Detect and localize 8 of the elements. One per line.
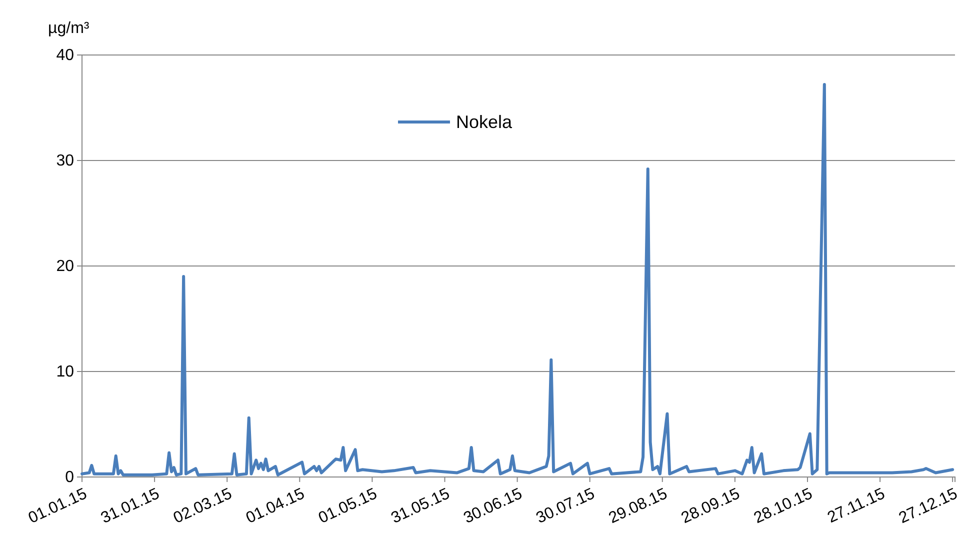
y-tick-label: 10 xyxy=(56,364,74,381)
y-axis-title: µg/m³ xyxy=(48,20,90,37)
y-tick-label: 30 xyxy=(56,152,74,170)
y-tick-label: 40 xyxy=(56,47,74,64)
legend-label: Nokela xyxy=(456,112,514,132)
line-series xyxy=(80,83,954,476)
y-tick-label: 0 xyxy=(65,469,74,486)
y-tick-label: 20 xyxy=(56,258,74,276)
